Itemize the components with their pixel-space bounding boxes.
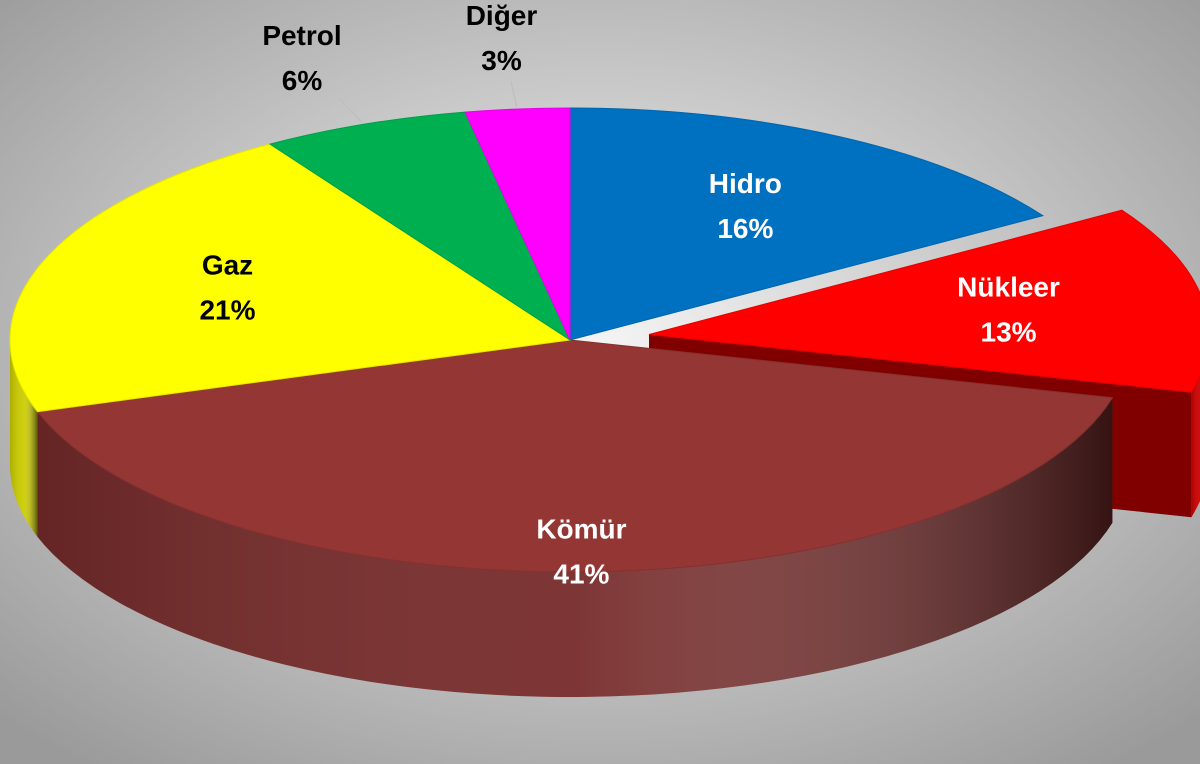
slice-label: Nükleer <box>957 271 1060 302</box>
slice-label: Petrol <box>262 20 341 51</box>
slice-label: Gaz <box>202 249 253 280</box>
slice-value-label: 16% <box>717 213 773 244</box>
side-shade <box>37 397 1113 697</box>
slice-label: Hidro <box>709 168 782 199</box>
slice <box>464 107 571 341</box>
slice <box>9 143 572 413</box>
slice <box>36 339 1114 573</box>
slice-value-label: 3% <box>481 45 522 76</box>
slice <box>268 111 572 342</box>
slice-value-label: 6% <box>282 65 323 96</box>
leader-line <box>338 97 363 123</box>
slice-label: Kömür <box>536 514 626 545</box>
slice <box>648 209 1200 393</box>
slice-label: Diğer <box>466 0 538 31</box>
side-shade <box>10 340 38 537</box>
slice-value-label: 13% <box>981 316 1037 347</box>
slice-value-label: 41% <box>553 559 609 590</box>
side-shade <box>1191 375 1200 518</box>
slice <box>569 107 1045 341</box>
leader-line <box>510 81 518 107</box>
slice-value-label: 21% <box>199 294 255 325</box>
